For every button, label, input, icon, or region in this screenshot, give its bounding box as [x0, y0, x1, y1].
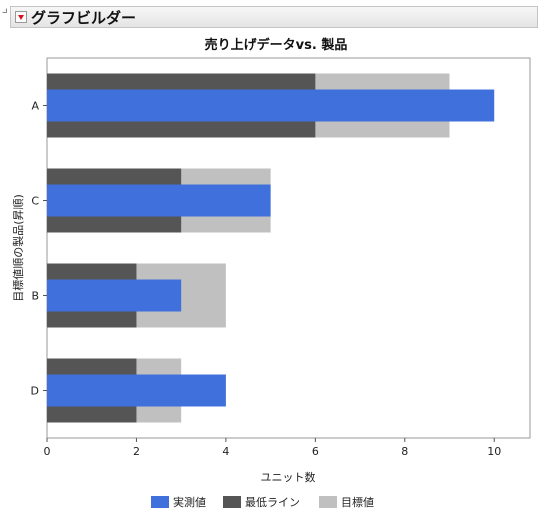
- legend-label-目標値: 目標値: [341, 495, 374, 509]
- legend: 実測値 最低ライン 目標値: [151, 495, 374, 509]
- bar-実測値-D: [47, 374, 226, 407]
- legend-label-最低ライン: 最低ライン: [245, 496, 300, 509]
- x-tick-label: 10: [487, 445, 501, 458]
- header-title: グラフビルダー: [31, 8, 137, 27]
- x-axis-label: ユニット数: [261, 471, 316, 484]
- x-tick-label: 4: [222, 445, 229, 458]
- y-tick-label: D: [31, 385, 39, 398]
- bar-実測値-C: [47, 184, 271, 217]
- y-tick-label: B: [31, 290, 39, 303]
- bar-実測値-A: [47, 89, 495, 122]
- x-tick-label: 8: [401, 445, 408, 458]
- x-tick-label: 0: [44, 445, 51, 458]
- legend-swatch-目標値: [319, 496, 337, 508]
- red-triangle-menu-icon[interactable]: [15, 11, 27, 23]
- outline-toggle-icon[interactable]: [2, 8, 7, 13]
- legend-label-実測値: 実測値: [173, 495, 206, 509]
- bar-実測値-B: [47, 279, 182, 312]
- legend-swatch-実測値: [151, 496, 169, 508]
- legend-swatch-最低ライン: [223, 496, 241, 508]
- y-tick-label: A: [31, 100, 39, 113]
- x-tick-label: 6: [312, 445, 319, 458]
- y-tick-label: C: [31, 195, 39, 208]
- y-axis-label: 目標値順の製品(昇順): [11, 194, 25, 302]
- graph-builder-header: グラフビルダー: [10, 6, 538, 28]
- chart-title: 売り上げデータvs. 製品: [205, 37, 348, 53]
- x-tick-label: 2: [133, 445, 140, 458]
